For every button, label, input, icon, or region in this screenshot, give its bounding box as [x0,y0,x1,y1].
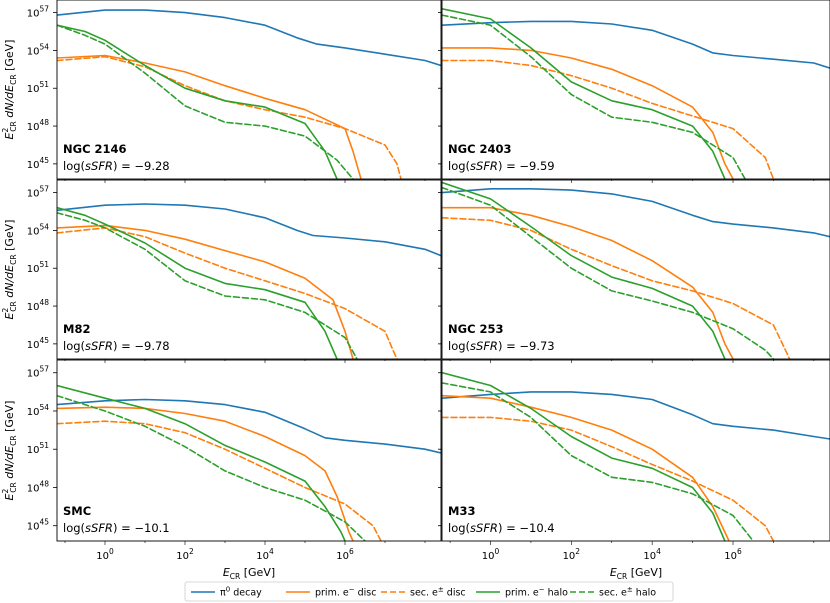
ssfr-label: log(sSFR) = −10.1 [63,521,170,535]
y-tick-label: 1054 [27,42,50,57]
series-group [57,203,441,359]
galaxy-name: M33 [448,504,475,518]
series-line-sec_halo [442,14,746,179]
series-line-prim_disc [442,394,730,541]
panel-frame [441,359,830,542]
series-line-sec_halo [442,382,754,541]
galaxy-name: M82 [63,322,90,336]
series-line-prim_halo [442,8,726,179]
x-tick-label: 106 [336,547,354,562]
panel-m33: 100 102 104 106 M33 log(sSFR) = −10.4 [438,359,830,562]
x-tick-label: 104 [256,547,274,562]
series-line-pi0 [57,398,441,454]
ssfr-label: log(sSFR) = −9.73 [448,339,555,353]
y-axis-label: E2CR dN/dECR [GeV] [1,401,18,501]
x-tick-label: 102 [176,547,194,562]
y-tick-label: 1054 [27,222,50,237]
legend-label-pi0: π0 decay [220,586,262,599]
series-line-sec_disc [442,217,791,359]
panel-frame [56,0,442,180]
y-tick-label: 1051 [27,80,50,95]
legend: π0 decay prim. e− disc sec. e± disc prim. e… [184,581,674,602]
series-line-prim_halo [57,24,338,179]
series-line-prim_halo [57,384,346,541]
y-tick-label: 1045 [27,156,50,171]
ssfr-label: log(sSFR) = −9.59 [448,159,555,173]
series-group [442,8,830,179]
galaxy-name: NGC 2146 [63,142,127,156]
y-tick-label: 1048 [27,118,50,133]
legend-label-prim_disc: prim. e− disc [315,586,376,599]
x-tick-label: 102 [563,547,581,562]
series-line-pi0 [442,391,830,440]
x-tick-label: 100 [482,547,500,562]
series-line-prim_disc [442,206,734,359]
panel-frame [56,179,442,360]
panel-smc: 1045 1048 1051 1054 1057 100 102 104 106 SMC log(s… [27,359,442,562]
legend-frame [184,581,674,602]
panel-m82: 1045 1048 1051 1054 1057 M82 log(sSFR) = −9.78 [27,179,442,363]
y-axis-label: E2CR dN/dECR [GeV] [1,40,18,140]
series-line-sec_halo [57,394,366,541]
series-line-prim_halo [442,371,726,541]
series-group [57,9,441,179]
series-line-sec_disc [57,420,382,541]
y-tick-label: 1051 [27,260,50,275]
y-tick-label: 1051 [27,441,50,456]
series-line-sec_halo [442,186,775,359]
series-line-sec_disc [442,416,775,541]
series-line-sec_disc [57,227,398,359]
ssfr-label: log(sSFR) = −9.78 [63,339,170,353]
ssfr-label: log(sSFR) = −10.4 [448,521,555,535]
series-line-pi0 [442,20,830,69]
y-tick-label: 1048 [27,479,50,494]
series-line-pi0 [442,188,830,238]
series-line-sec_halo [57,212,358,359]
panel-ngc-253: NGC 253 log(sSFR) = −9.73 [438,179,830,363]
series-line-pi0 [57,9,441,67]
legend-label-sec_disc: sec. e± disc [410,586,466,599]
x-axis-label: ECR [GeV] [610,566,662,581]
y-tick-label: 1054 [27,403,50,418]
series-group [442,181,830,359]
x-axis-label: ECR [GeV] [223,566,275,581]
x-tick-label: 104 [643,547,661,562]
y-tick-label: 1045 [27,336,50,351]
series-line-sec_halo [57,24,354,179]
series-line-prim_halo [57,206,338,359]
panel-frame [56,359,442,542]
x-tick-label: 106 [724,547,742,562]
x-tick-label: 100 [96,547,114,562]
panel-frame [441,0,830,180]
series-line-prim_disc [57,406,354,541]
panel-frame [441,179,830,360]
y-tick-label: 1057 [27,5,50,20]
panel-ngc-2403: NGC 2403 log(sSFR) = −9.59 [438,0,830,183]
y-tick-label: 1045 [27,518,50,533]
series-group [57,384,441,541]
series-line-prim_disc [57,224,354,359]
y-axis-label: E2CR dN/dECR [GeV] [1,220,18,320]
galaxy-name: NGC 253 [448,322,504,336]
ssfr-label: log(sSFR) = −9.28 [63,159,170,173]
y-tick-label: 1048 [27,298,50,313]
panel-ngc-2146: 1045 1048 1051 1054 1057 NGC 2146 log(sSFR) = … [27,0,442,183]
series-line-pi0 [57,203,441,257]
y-tick-label: 1057 [27,185,50,200]
series-line-sec_disc [442,59,775,179]
legend-label-sec_halo: sec. e± halo [599,586,656,599]
series-group [442,371,830,541]
series-line-prim_halo [442,181,726,359]
galaxy-name: SMC [63,504,91,518]
galaxy-name: NGC 2403 [448,142,512,156]
y-tick-label: 1057 [27,365,50,380]
legend-label-prim_halo: prim. e− halo [505,586,568,599]
